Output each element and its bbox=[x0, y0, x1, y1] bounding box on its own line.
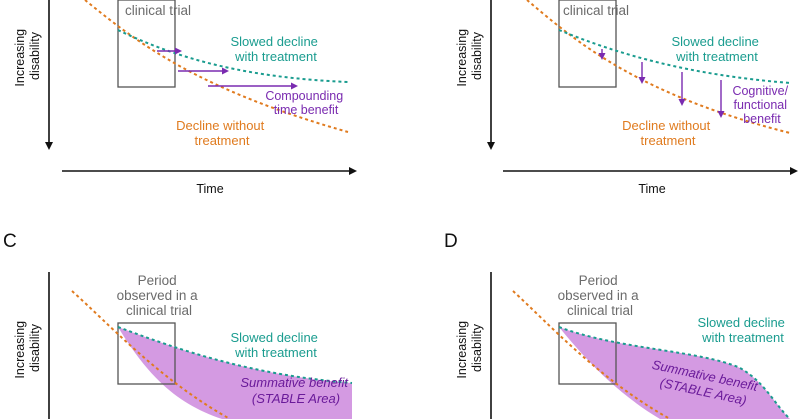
panel-c-trial-box bbox=[117, 322, 176, 385]
panel-c-letter: C bbox=[3, 231, 17, 252]
panel-b-trial-box bbox=[558, 0, 617, 88]
panel-d: D Increasing disability Period observed … bbox=[444, 231, 791, 419]
panel-c-benefit-label: Summative benefit (STABLE Area) bbox=[240, 375, 351, 406]
panel-b-untreated-curve bbox=[526, 0, 791, 134]
panel-b-x-label: Time bbox=[638, 182, 665, 196]
panel-b-untreated-label: Decline without treatment bbox=[622, 118, 714, 148]
panel-b-y-label: Increasing disability bbox=[455, 25, 484, 86]
panel-c-y-label: Increasing disability bbox=[13, 317, 42, 378]
panel-b: Increasing disability Time clinical tria… bbox=[455, 0, 798, 196]
panel-a-x-label: Time bbox=[196, 182, 223, 196]
panel-d-y-label: Increasing disability bbox=[455, 317, 484, 378]
panel-d-untreated-curve bbox=[512, 290, 671, 419]
panel-d-observed-label: Period observed in a clinical trial bbox=[558, 273, 643, 318]
panel-c-treated-curve bbox=[117, 326, 353, 384]
panel-b-treated-curve bbox=[558, 29, 791, 84]
panel-a: Increasing disability Time clinical tria… bbox=[13, 0, 357, 196]
panel-a-untreated-curve bbox=[84, 0, 349, 133]
panel-a-trial-box bbox=[117, 0, 176, 88]
panel-c-treated-label: Slowed decline with treatment bbox=[230, 330, 321, 360]
panel-a-untreated-label: Decline without treatment bbox=[176, 118, 268, 148]
panel-a-observed-label: clinical trial bbox=[125, 3, 191, 18]
panel-d-letter: D bbox=[444, 231, 458, 252]
panel-d-stable-area bbox=[559, 327, 790, 419]
panel-a-benefit-label: Compounding time benefit bbox=[265, 89, 346, 117]
panel-d-treated-label: Slowed decline with treatment bbox=[697, 315, 788, 345]
panel-c-untreated-curve bbox=[71, 290, 231, 419]
panel-c: C Increasing disability Period observed … bbox=[3, 231, 353, 419]
panel-b-observed-label: clinical trial bbox=[563, 3, 629, 18]
panel-d-treated-curve bbox=[558, 326, 791, 419]
panel-b-benefit-label: Cognitive/ functional benefit bbox=[732, 84, 791, 126]
panel-d-trial-box bbox=[558, 322, 617, 385]
panel-c-stable-area bbox=[118, 327, 352, 419]
panel-a-y-label: Increasing disability bbox=[13, 25, 42, 86]
panel-a-treated-curve bbox=[117, 29, 349, 83]
panel-c-observed-label: Period observed in a clinical trial bbox=[117, 273, 202, 318]
panel-b-treated-label: Slowed decline with treatment bbox=[671, 34, 762, 64]
panel-a-treated-label: Slowed decline with treatment bbox=[230, 34, 321, 64]
